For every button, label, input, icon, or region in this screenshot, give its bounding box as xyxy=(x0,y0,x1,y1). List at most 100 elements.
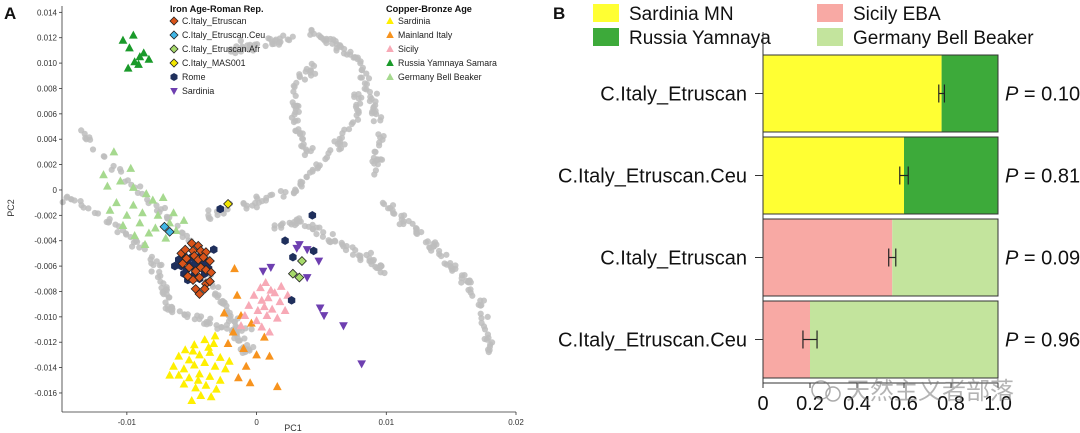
y-tick-label: -0.010 xyxy=(34,313,57,322)
data-point xyxy=(122,210,132,219)
background-sample-point xyxy=(293,217,300,225)
background-sample-point xyxy=(196,316,203,323)
pca-legend: Iron Age-Roman Rep. C.Italy_Etruscan C.Ita… xyxy=(169,4,497,96)
data-point xyxy=(179,379,189,388)
background-sample-point xyxy=(443,261,450,268)
legend-entry-label: Russia Yamnaya Samara xyxy=(398,58,497,68)
background-sample-point xyxy=(286,37,293,44)
p-symbol: P xyxy=(1005,166,1019,188)
data-point xyxy=(308,211,317,220)
bar-row: C.Italy_Etruscan P = 0.10 xyxy=(600,54,1080,133)
bar-segment xyxy=(810,301,998,378)
p-value: 0.96 xyxy=(1041,330,1080,352)
series-c-italy-etruscan-ceu xyxy=(159,221,175,237)
data-point xyxy=(209,338,219,347)
data-point xyxy=(171,261,179,271)
pca-axes: 0.0140.0120.0100.0080.0060.0040.0020-0.0… xyxy=(34,6,524,427)
background-sample-point xyxy=(144,196,151,203)
data-point xyxy=(302,246,312,255)
background-sample-point xyxy=(137,183,144,190)
background-sample-point xyxy=(398,212,405,219)
data-point xyxy=(165,218,175,227)
data-point xyxy=(245,378,255,387)
x-tick-label: 0.01 xyxy=(378,418,394,427)
data-point xyxy=(319,312,329,321)
background-sample-point xyxy=(244,342,251,349)
background-sample-point xyxy=(290,102,298,109)
data-point xyxy=(125,43,134,52)
background-sample-point xyxy=(467,286,474,293)
data-point xyxy=(270,288,280,297)
background-sample-point xyxy=(239,43,246,50)
background-sample-point xyxy=(240,200,247,207)
legend-entry-label: Sicily EBA xyxy=(853,4,941,25)
data-point xyxy=(174,351,184,360)
background-sample-point xyxy=(477,310,484,317)
background-sample-point xyxy=(301,151,308,159)
data-point xyxy=(205,347,215,356)
p-equals: = xyxy=(1018,84,1041,106)
background-sample-point xyxy=(438,253,445,260)
background-sample-point xyxy=(267,192,274,199)
data-point xyxy=(158,192,168,202)
bar-row: C.Italy_Etruscan.Ceu P = 0.81 xyxy=(558,136,1080,215)
legend-marker xyxy=(386,73,394,80)
data-point xyxy=(193,375,203,384)
background-sample-point xyxy=(365,75,373,82)
background-sample-point xyxy=(310,62,318,69)
y-tick-label: 0.012 xyxy=(37,34,58,43)
legend-marker xyxy=(169,58,179,68)
legend-entry-label: C.Italy_Etruscan.Ceu xyxy=(182,30,265,40)
p-value-label: P = 0.81 xyxy=(1005,166,1080,188)
y-tick-label: -0.014 xyxy=(34,364,57,373)
x-axis-label: PC1 xyxy=(284,423,302,433)
background-sample-point xyxy=(159,289,166,296)
background-sample-point xyxy=(165,294,172,301)
data-point xyxy=(228,327,238,336)
legend-entry-label: Mainland Italy xyxy=(398,30,453,40)
bar-x-axis: 0 0.2 0.4 0.6 0.8 1.0 xyxy=(757,32,1012,415)
p-value-label: P = 0.96 xyxy=(1005,330,1080,352)
data-point xyxy=(161,233,171,242)
background-sample-point xyxy=(205,207,212,214)
background-sample-point xyxy=(330,36,337,43)
background-sample-point xyxy=(373,90,380,97)
background-sample-point xyxy=(59,199,66,206)
y-tick-label: -0.006 xyxy=(34,262,57,271)
data-point xyxy=(272,313,282,322)
data-point xyxy=(265,327,274,336)
data-point xyxy=(283,290,293,299)
background-sample-point xyxy=(207,315,214,322)
background-sample-point xyxy=(136,244,143,251)
legend-marker xyxy=(170,73,178,81)
watermark: 天然主义者部落 xyxy=(811,378,1014,405)
background-sample-point xyxy=(290,119,298,126)
bar-x-tick-label: 0 xyxy=(757,393,768,415)
background-sample-point xyxy=(349,244,356,251)
background-sample-point xyxy=(310,30,317,37)
background-sample-point xyxy=(317,34,324,41)
data-point xyxy=(189,340,199,349)
background-sample-point xyxy=(250,344,257,351)
series-sardinia-copper-bronze-age- xyxy=(165,331,234,405)
y-tick-label: -0.004 xyxy=(34,237,57,246)
background-sample-point xyxy=(237,37,244,45)
background-sample-point xyxy=(458,275,465,282)
data-point xyxy=(294,272,305,283)
data-point xyxy=(236,321,246,330)
background-sample-point xyxy=(372,167,379,174)
background-sample-point xyxy=(158,261,165,268)
background-sample-point xyxy=(301,223,308,230)
data-point xyxy=(289,252,297,262)
data-point xyxy=(188,346,198,355)
background-sample-point xyxy=(391,210,398,217)
bar-x-tick-label: 0.6 xyxy=(890,393,918,415)
background-sample-point xyxy=(262,42,269,50)
background-sample-point xyxy=(87,136,94,143)
data-point xyxy=(195,350,204,359)
data-point xyxy=(241,361,251,370)
data-point xyxy=(287,268,298,279)
data-point xyxy=(182,271,193,282)
chat-icon xyxy=(811,380,831,400)
data-point xyxy=(339,322,348,331)
